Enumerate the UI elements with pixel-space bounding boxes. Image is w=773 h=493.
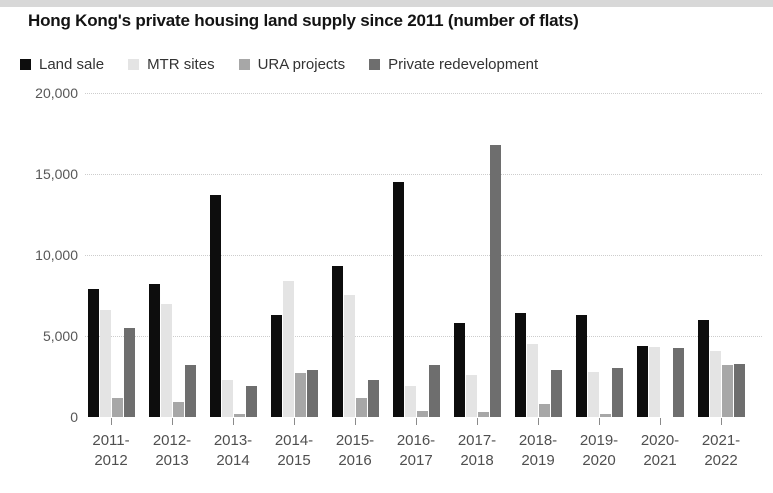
legend-item-private-redevelopment: Private redevelopment [369, 56, 538, 73]
bar-private-redevelopment-2021-2022 [734, 364, 745, 417]
bar-mtr-sites-2015-2016 [344, 295, 355, 417]
y-axis-tick-label: 20,000 [35, 85, 78, 101]
bar-mtr-sites-2020-2021 [649, 347, 660, 417]
legend-swatch-land-sale [20, 59, 31, 70]
bar-ura-projects-2011-2012 [112, 398, 123, 417]
x-axis-label-2013-2014: 2013- 2014 [213, 432, 253, 469]
legend-label: Land sale [39, 56, 105, 73]
bar-mtr-sites-2011-2012 [100, 310, 111, 417]
x-axis-tick [721, 418, 722, 425]
x-axis-tick [538, 418, 539, 425]
bar-ura-projects-2017-2018 [478, 412, 489, 417]
bar-land-sale-2015-2016 [332, 266, 343, 417]
x-axis-tick [660, 418, 661, 425]
bar-land-sale-2018-2019 [515, 313, 526, 417]
bar-private-redevelopment-2020-2021 [673, 348, 684, 417]
bar-private-redevelopment-2014-2015 [307, 370, 318, 417]
bar-land-sale-2017-2018 [454, 323, 465, 417]
x-axis-label-2015-2016: 2015- 2016 [335, 432, 375, 469]
legend-label: URA projects [257, 56, 346, 73]
x-axis-label-2019-2020: 2019- 2020 [579, 432, 619, 469]
bar-mtr-sites-2018-2019 [527, 344, 538, 417]
gridline-5000 [85, 336, 762, 337]
legend-label: MTR sites [147, 56, 215, 73]
y-axis-tick-label: 0 [70, 409, 78, 425]
bar-ura-projects-2019-2020 [600, 414, 611, 417]
legend-swatch-private-redevelopment [369, 59, 381, 70]
bar-land-sale-2016-2017 [393, 182, 404, 417]
legend-item-mtr-sites: MTR sites [128, 56, 215, 73]
bar-ura-projects-2018-2019 [539, 404, 550, 417]
x-axis-label-2016-2017: 2016- 2017 [396, 432, 436, 469]
legend-item-land-sale: Land sale [20, 56, 104, 73]
bar-private-redevelopment-2017-2018 [490, 145, 501, 417]
legend: Land sale MTR sites URA projects Private re… [20, 56, 538, 73]
top-strip [0, 0, 773, 7]
bar-mtr-sites-2013-2014 [222, 380, 233, 417]
y-axis-tick-label: 10,000 [35, 247, 78, 263]
bar-mtr-sites-2016-2017 [405, 386, 416, 417]
bar-mtr-sites-2014-2015 [283, 281, 294, 417]
bar-private-redevelopment-2013-2014 [246, 386, 257, 417]
x-axis-tick [416, 418, 417, 425]
x-axis-label-2012-2013: 2012- 2013 [152, 432, 192, 469]
y-axis-tick-label: 15,000 [35, 166, 78, 182]
gridline-10000 [85, 255, 762, 256]
x-axis-label-2020-2021: 2020- 2021 [640, 432, 680, 469]
bar-land-sale-2020-2021 [637, 346, 648, 417]
bar-private-redevelopment-2018-2019 [551, 370, 562, 417]
legend-swatch-mtr-sites [128, 59, 140, 70]
bar-ura-projects-2014-2015 [295, 373, 306, 417]
x-axis-tick [599, 418, 600, 425]
bar-private-redevelopment-2012-2013 [185, 365, 196, 417]
x-axis-tick [294, 418, 295, 425]
x-axis-label-2018-2019: 2018- 2019 [518, 432, 558, 469]
bar-private-redevelopment-2019-2020 [612, 368, 623, 417]
x-axis-tick [355, 418, 356, 425]
bar-mtr-sites-2012-2013 [161, 304, 172, 417]
bar-ura-projects-2015-2016 [356, 398, 367, 417]
legend-item-ura-projects: URA projects [238, 56, 346, 73]
bar-land-sale-2021-2022 [698, 320, 709, 417]
bar-land-sale-2011-2012 [88, 289, 99, 417]
bar-land-sale-2013-2014 [210, 195, 221, 417]
bar-mtr-sites-2021-2022 [710, 351, 721, 417]
x-axis-label-2021-2022: 2021- 2022 [701, 432, 741, 469]
bar-land-sale-2012-2013 [149, 284, 160, 417]
bar-mtr-sites-2019-2020 [588, 372, 599, 417]
bar-ura-projects-2016-2017 [417, 411, 428, 417]
legend-label: Private redevelopment [388, 56, 539, 73]
bar-ura-projects-2013-2014 [234, 414, 245, 417]
bar-ura-projects-2021-2022 [722, 365, 733, 417]
bar-ura-projects-2012-2013 [173, 402, 184, 417]
bar-private-redevelopment-2016-2017 [429, 365, 440, 417]
chart-title: Hong Kong's private housing land supply … [28, 11, 579, 30]
legend-swatch-ura-projects [238, 59, 250, 70]
x-axis-label-2011-2012: 2011- 2012 [92, 432, 130, 469]
x-axis-label-2014-2015: 2014- 2015 [274, 432, 314, 469]
bar-private-redevelopment-2015-2016 [368, 380, 379, 417]
gridline-20000 [85, 93, 762, 94]
y-axis-tick-label: 5,000 [42, 328, 78, 344]
x-axis-tick [111, 418, 112, 425]
bar-mtr-sites-2017-2018 [466, 375, 477, 417]
gridline-15000 [85, 174, 762, 175]
x-axis-tick [172, 418, 173, 425]
bar-land-sale-2019-2020 [576, 315, 587, 417]
x-axis-label-2017-2018: 2017- 2018 [457, 432, 497, 469]
bar-private-redevelopment-2011-2012 [124, 328, 135, 417]
x-axis-tick [233, 418, 234, 425]
x-axis-tick [477, 418, 478, 425]
bar-land-sale-2014-2015 [271, 315, 282, 417]
